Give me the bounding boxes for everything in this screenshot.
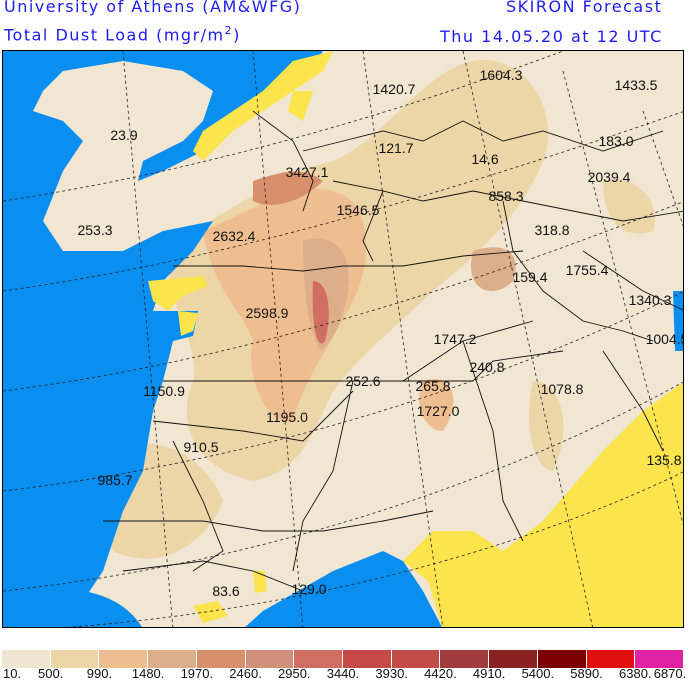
legend-tick-label: 5400. — [521, 666, 555, 681]
value-label: 183.0 — [598, 133, 634, 149]
value-label: 318.8 — [534, 222, 570, 238]
value-label: 858.3 — [488, 188, 524, 204]
product-title: SKIRON Forecast — [506, 0, 663, 16]
legend-swatch — [50, 650, 100, 668]
legend-swatch — [343, 650, 392, 668]
legend-swatch — [391, 650, 441, 668]
value-label: 1546.5 — [336, 202, 380, 218]
legend-tick-label: 6380. — [619, 666, 652, 681]
variable-name: Total Dust Load (mgr/m — [4, 25, 225, 45]
country-borders — [103, 110, 683, 592]
value-label: 910.5 — [183, 439, 219, 455]
legend-swatch — [586, 650, 636, 668]
legend-tick-label: 6870. — [653, 666, 687, 681]
value-label: 1420.7 — [372, 81, 416, 97]
legend-swatch — [635, 650, 685, 668]
legend-swatch — [2, 650, 51, 668]
graticule — [3, 51, 683, 627]
value-label: 252.6 — [345, 373, 381, 389]
value-label: 135.8 — [646, 452, 682, 468]
legend-tick-label: 3930. — [375, 666, 408, 681]
legend-tick-label: 1480. — [131, 666, 165, 681]
valid-time: Thu 14.05.20 at 12 UTC — [440, 27, 663, 46]
legend-tick-label: 990. — [86, 666, 113, 681]
value-label: 1433.5 — [614, 77, 658, 93]
value-label: 2598.9 — [245, 305, 289, 321]
dust-map: 1420.7 1604.3 1433.5 23.9 121.7 14.6 183… — [2, 50, 684, 628]
dust-shading — [96, 59, 655, 559]
value-label: 1340.3 — [628, 292, 672, 308]
value-label: 1604.3 — [479, 67, 523, 83]
value-label: 1727.0 — [416, 403, 460, 419]
legend-tick-label: 2950. — [278, 666, 311, 681]
legend-tick-label: 5890. — [570, 666, 603, 681]
value-label: 1755.4 — [565, 262, 609, 278]
value-label: 2632.4 — [212, 228, 256, 244]
value-label: 23.9 — [110, 127, 138, 143]
value-label: 129.0 — [291, 581, 327, 597]
variable-end: ) — [233, 25, 241, 45]
value-label: 2039.4 — [587, 169, 631, 185]
legend-tick-label: 1970. — [180, 666, 214, 681]
legend-swatch — [245, 650, 295, 668]
legend-swatch — [148, 650, 197, 668]
value-label: 985.7 — [97, 472, 133, 488]
value-label: 1150.9 — [143, 383, 185, 399]
value-label: 1004.5 — [645, 331, 683, 347]
legend-tick-label: 2460. — [229, 666, 262, 681]
legend-tick-label: 10. — [2, 666, 22, 681]
value-label: 1078.8 — [540, 381, 584, 397]
value-label: 265.8 — [415, 378, 451, 394]
value-label: 253.3 — [77, 222, 113, 238]
value-label: 159.4 — [512, 269, 548, 285]
legend-tick-label: 500. — [38, 666, 64, 681]
legend-tick-label: 4910. — [472, 666, 506, 681]
legend-swatch — [537, 650, 587, 668]
map-canvas — [3, 51, 683, 627]
legend-swatch — [489, 650, 538, 668]
legend-swatch — [196, 650, 246, 668]
variable-title: Total Dust Load (mgr/m2) — [4, 24, 241, 44]
legend-swatch — [294, 650, 344, 668]
value-label: 83.6 — [212, 583, 240, 599]
legend-tick-label: 3440. — [326, 666, 360, 681]
value-label: 3427.1 — [285, 164, 329, 180]
legend-swatch — [440, 650, 490, 668]
value-label: 121.7 — [378, 140, 414, 156]
low-dust-areas — [148, 51, 683, 627]
value-label: 14.6 — [471, 151, 499, 167]
color-legend — [2, 650, 685, 668]
unit-exponent: 2 — [224, 24, 234, 37]
institution-title: University of Athens (AM&WFG) — [4, 0, 302, 16]
legend-tick-label: 4420. — [424, 666, 457, 681]
sea-areas — [3, 51, 683, 627]
legend-swatch — [99, 650, 149, 668]
value-label: 1195.0 — [266, 409, 308, 425]
value-label: 240.8 — [469, 359, 505, 375]
value-label: 1747.2 — [433, 331, 477, 347]
